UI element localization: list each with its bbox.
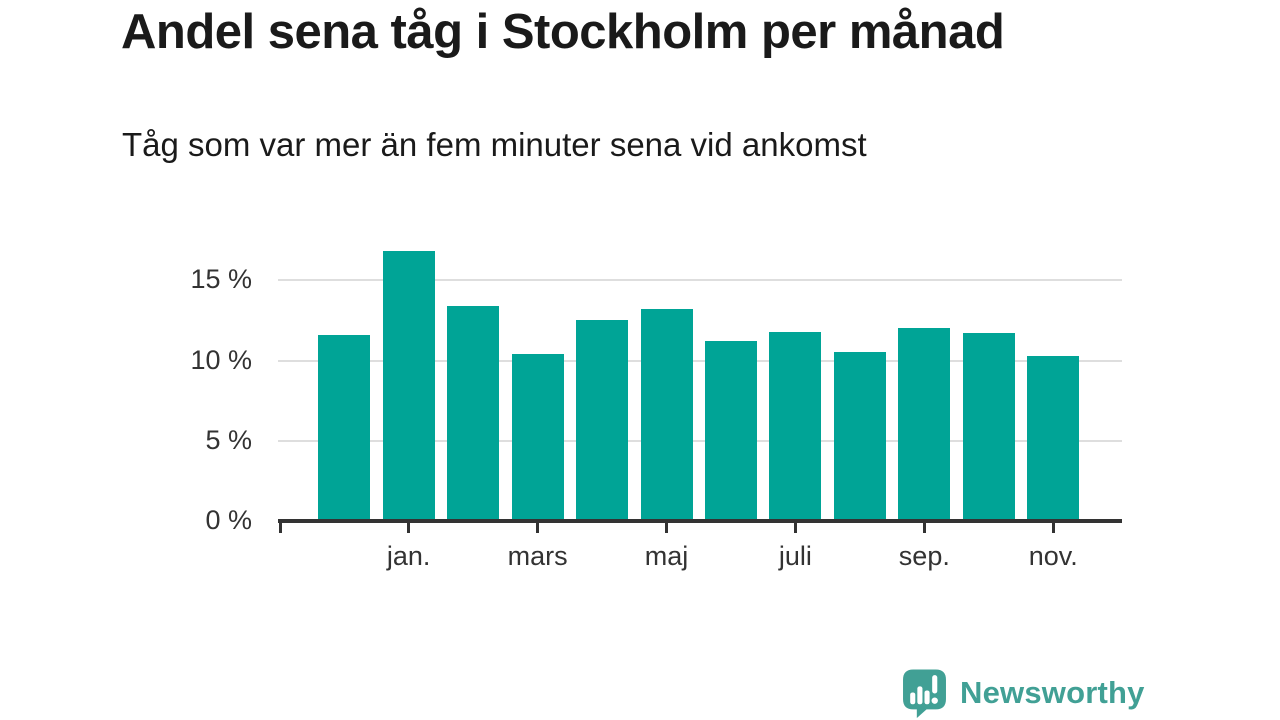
chart-title: Andel sena tåg i Stockholm per månad	[121, 5, 1005, 59]
bar-okt	[962, 333, 1015, 521]
x-axis-tick-label: nov.	[1028, 541, 1078, 571]
bar-nov	[1027, 355, 1080, 521]
newsworthy-logo: Newsworthy	[902, 668, 1145, 720]
bar-sep	[898, 328, 951, 521]
bar-maj	[640, 309, 693, 521]
newsworthy-logo-icon	[902, 668, 947, 720]
x-axis-tick	[1051, 521, 1055, 533]
bar-apr	[576, 320, 629, 521]
gridline	[278, 439, 1122, 442]
x-axis-tick	[278, 521, 282, 533]
x-axis-tick	[536, 521, 540, 533]
x-axis-tick	[407, 521, 411, 533]
x-axis-tick-label: juli	[778, 541, 812, 571]
bar-juli	[769, 331, 822, 521]
x-axis-tick	[922, 521, 926, 533]
bar-dec	[318, 334, 371, 521]
x-axis-tick-label: mars	[507, 541, 568, 571]
x-axis-tick-label: jan.	[386, 541, 431, 571]
chart-subtitle: Tåg som var mer än fem minuter sena vid …	[122, 126, 867, 163]
bar-juni	[704, 341, 757, 521]
bar-mars	[511, 354, 564, 521]
bar-jan	[382, 251, 435, 521]
x-axis-tick-label: maj	[644, 541, 689, 571]
x-axis-tick-label: sep.	[898, 541, 950, 571]
y-axis-tick-label: 10 %	[190, 344, 252, 375]
gridline	[278, 359, 1122, 362]
bar-aug	[833, 352, 886, 521]
y-axis-tick-label: 15 %	[190, 264, 252, 295]
y-axis-tick-label: 0 %	[205, 505, 252, 535]
x-axis-tick	[793, 521, 797, 533]
x-axis-tick	[665, 521, 668, 533]
x-axis-line	[278, 519, 1122, 523]
bar-feb	[447, 305, 500, 521]
y-axis-tick-label: 5 %	[205, 424, 252, 455]
newsworthy-logo-text: Newsworthy	[960, 674, 1145, 710]
gridline	[278, 279, 1122, 282]
